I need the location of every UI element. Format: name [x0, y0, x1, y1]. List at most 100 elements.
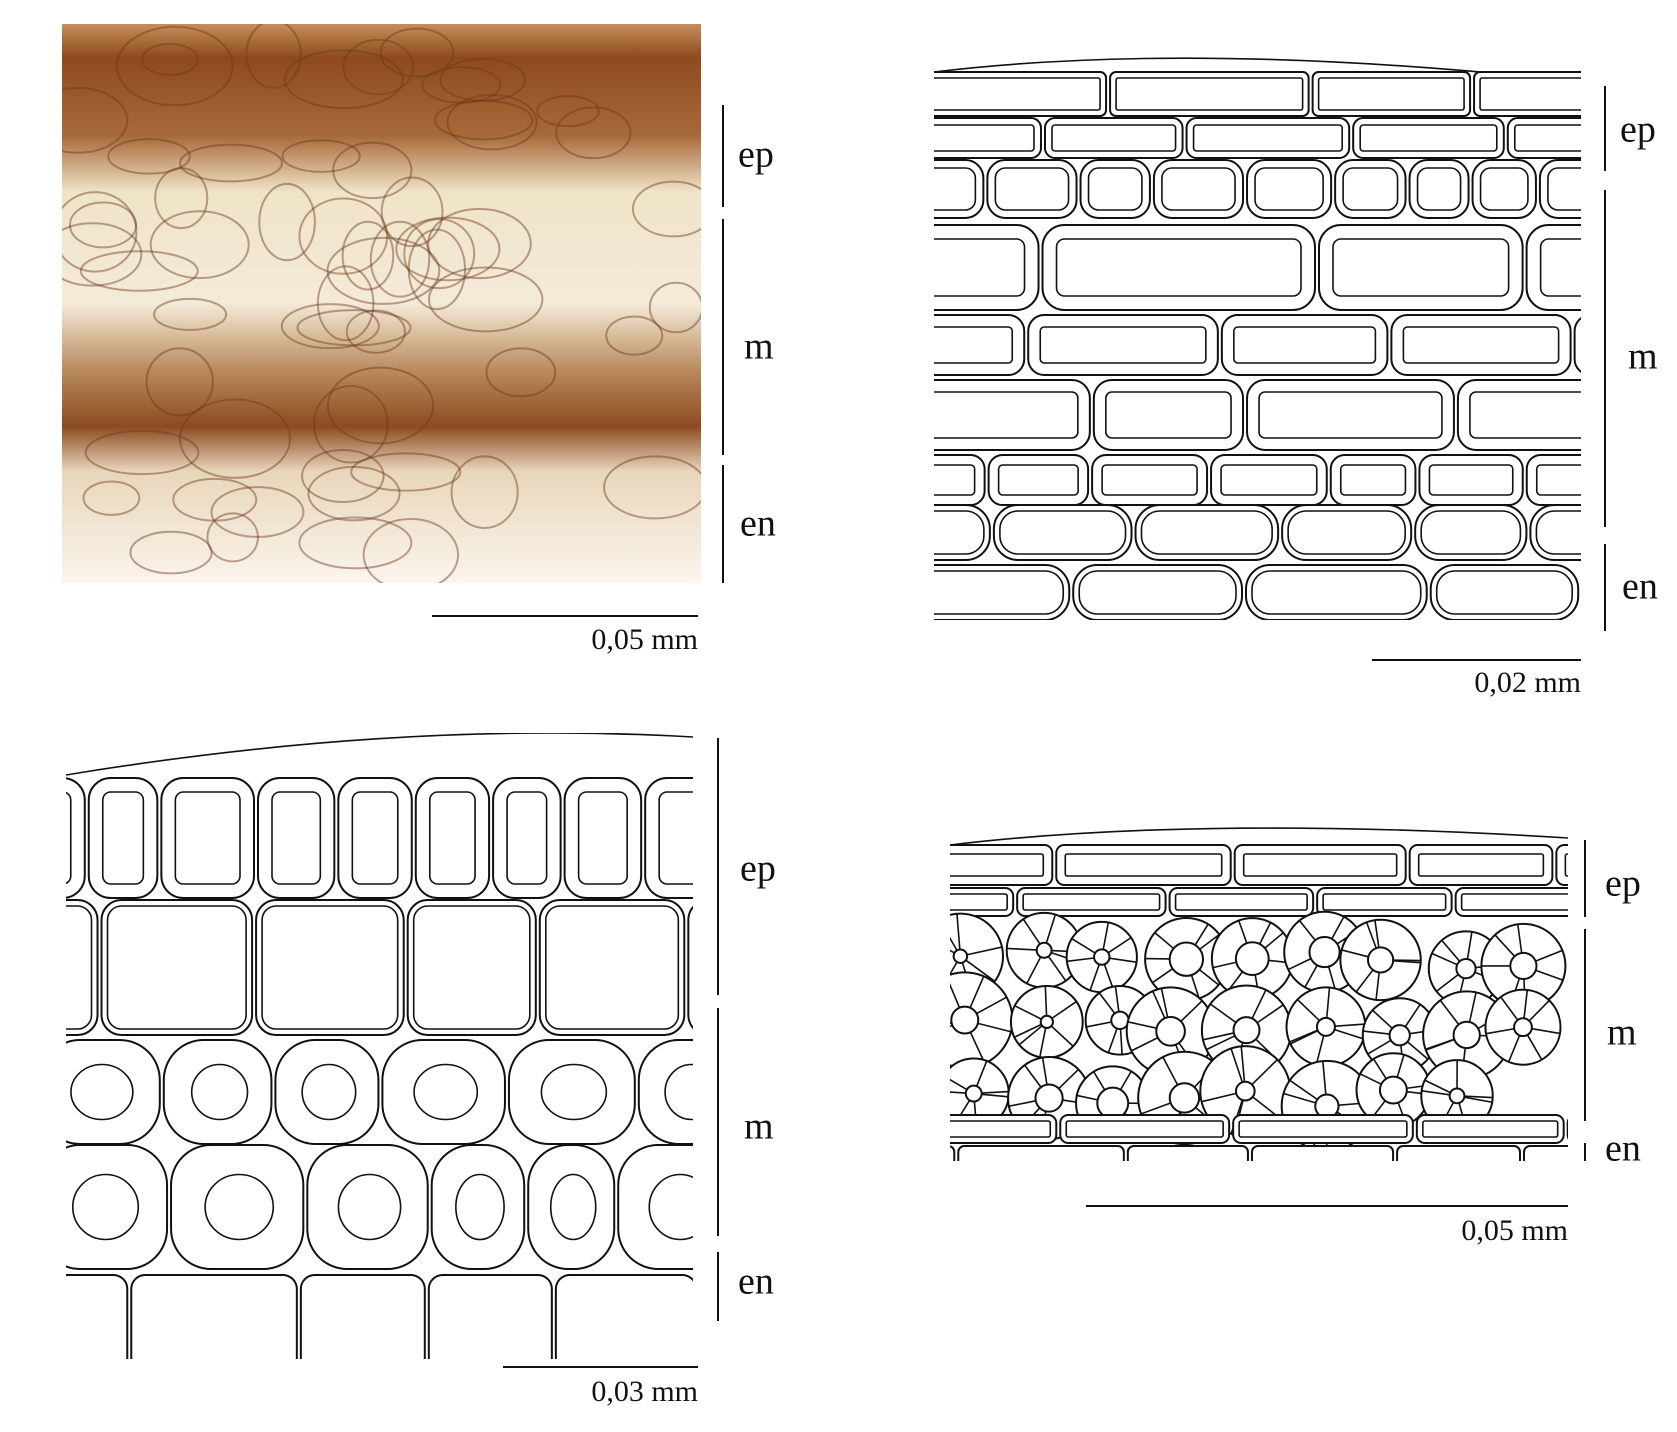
cell	[1246, 379, 1455, 451]
cell-wall	[1439, 999, 1460, 1025]
cell-lumen	[1402, 326, 1560, 364]
cell-lumen	[1513, 1017, 1533, 1038]
cell-wall	[1325, 987, 1331, 1018]
cell-outline	[403, 218, 476, 290]
scale-text: 0,02 mm	[1474, 666, 1581, 699]
cell	[1408, 844, 1554, 886]
cell-wall	[1014, 1023, 1042, 1038]
cell	[430, 1144, 526, 1270]
cell	[1168, 887, 1315, 917]
cell	[1250, 1145, 1395, 1161]
cell-wall	[950, 1024, 953, 1028]
cell-lumen	[428, 791, 476, 885]
cell-lumen	[1254, 167, 1324, 211]
cell-wall	[1535, 949, 1563, 962]
cell-lumen	[413, 1063, 479, 1121]
cell-outline	[326, 366, 435, 445]
cell-wall	[1127, 1021, 1157, 1029]
cell-wall	[950, 983, 961, 1008]
cell-wall	[1006, 947, 1037, 951]
cell-outline	[107, 138, 191, 175]
cell-wall	[1102, 922, 1110, 950]
cell-wall	[1374, 920, 1380, 948]
cell-outline	[280, 303, 380, 350]
cell	[1456, 379, 1581, 451]
cell-outline	[631, 180, 701, 238]
cell-lumen	[1513, 124, 1581, 152]
cell	[1390, 314, 1572, 376]
cell-lumen	[1535, 464, 1581, 496]
cell	[1525, 224, 1581, 311]
cell-wall	[1296, 998, 1321, 1022]
cell-lumen	[1251, 570, 1422, 615]
cell-lumen	[1096, 1086, 1130, 1120]
cell-wall	[1114, 986, 1120, 1012]
cell-wall	[1051, 1000, 1077, 1020]
cell-outline	[62, 86, 129, 154]
cell	[1079, 159, 1151, 219]
cell-lumen	[997, 464, 1079, 496]
cell	[1041, 224, 1316, 311]
cell	[957, 1145, 1125, 1161]
cell-wall	[1441, 939, 1461, 962]
cell-outline	[350, 452, 462, 492]
cell-outline	[407, 228, 467, 311]
cell-lumen	[1420, 510, 1522, 555]
cell-wall	[1425, 1038, 1455, 1051]
cell-wall	[1526, 1034, 1543, 1061]
cell	[644, 777, 693, 899]
cell	[160, 777, 255, 899]
cell-lumen	[174, 791, 241, 885]
cell	[1091, 454, 1209, 506]
layer-label: m	[744, 326, 774, 368]
cell-wall	[1209, 1003, 1237, 1024]
cell-wall	[1251, 989, 1267, 1019]
cell-wall	[1371, 1009, 1393, 1029]
cell-wall	[1076, 1094, 1098, 1101]
cell-lumen	[994, 167, 1070, 211]
cell-wall	[1494, 934, 1516, 957]
layer-label: ep	[1605, 863, 1641, 905]
cell	[1185, 117, 1351, 159]
cell-lumen	[658, 791, 693, 885]
cell-lumen	[1155, 1015, 1186, 1047]
layer-label: m	[1628, 336, 1658, 378]
cell-wall	[1251, 1058, 1278, 1086]
cell-lumen	[950, 893, 1008, 911]
cell	[100, 899, 254, 1036]
cell-wall	[1396, 1054, 1405, 1078]
cell	[950, 887, 1015, 917]
cell-wall	[1331, 916, 1345, 940]
cell	[934, 117, 1042, 159]
cell-lumen	[1479, 77, 1581, 111]
cell-wall	[1464, 1095, 1493, 1099]
cell-wall	[1152, 968, 1174, 984]
cell-wall	[1435, 973, 1459, 992]
cell	[934, 159, 985, 219]
cell-wall	[1201, 1092, 1237, 1103]
cell-lumen	[934, 124, 1035, 152]
scale-text: 0,05 mm	[591, 623, 698, 656]
cell-lumen	[1192, 124, 1343, 152]
scale-text: 0,03 mm	[591, 1375, 698, 1408]
cell-outline	[427, 266, 544, 333]
cell-wall	[1107, 936, 1132, 954]
cell	[170, 1144, 305, 1270]
cell-wall	[950, 949, 955, 954]
cell-wall	[1162, 1056, 1179, 1086]
cell-lumen	[271, 791, 322, 885]
cell-wall	[1152, 990, 1166, 1019]
layer-label: ep	[738, 134, 774, 176]
cell	[406, 899, 537, 1036]
cell	[1016, 887, 1167, 917]
cell-lumen	[1417, 853, 1545, 877]
cell-lumen	[1233, 326, 1377, 364]
cell-wall	[1464, 1096, 1493, 1104]
cell	[1092, 379, 1245, 451]
cell-outline	[555, 106, 632, 160]
cell-outline	[298, 516, 413, 570]
cell-wall	[975, 1060, 988, 1087]
cell-lumen	[1539, 238, 1581, 297]
cell-lumen	[301, 1063, 357, 1121]
cell-lumen	[1101, 464, 1198, 496]
